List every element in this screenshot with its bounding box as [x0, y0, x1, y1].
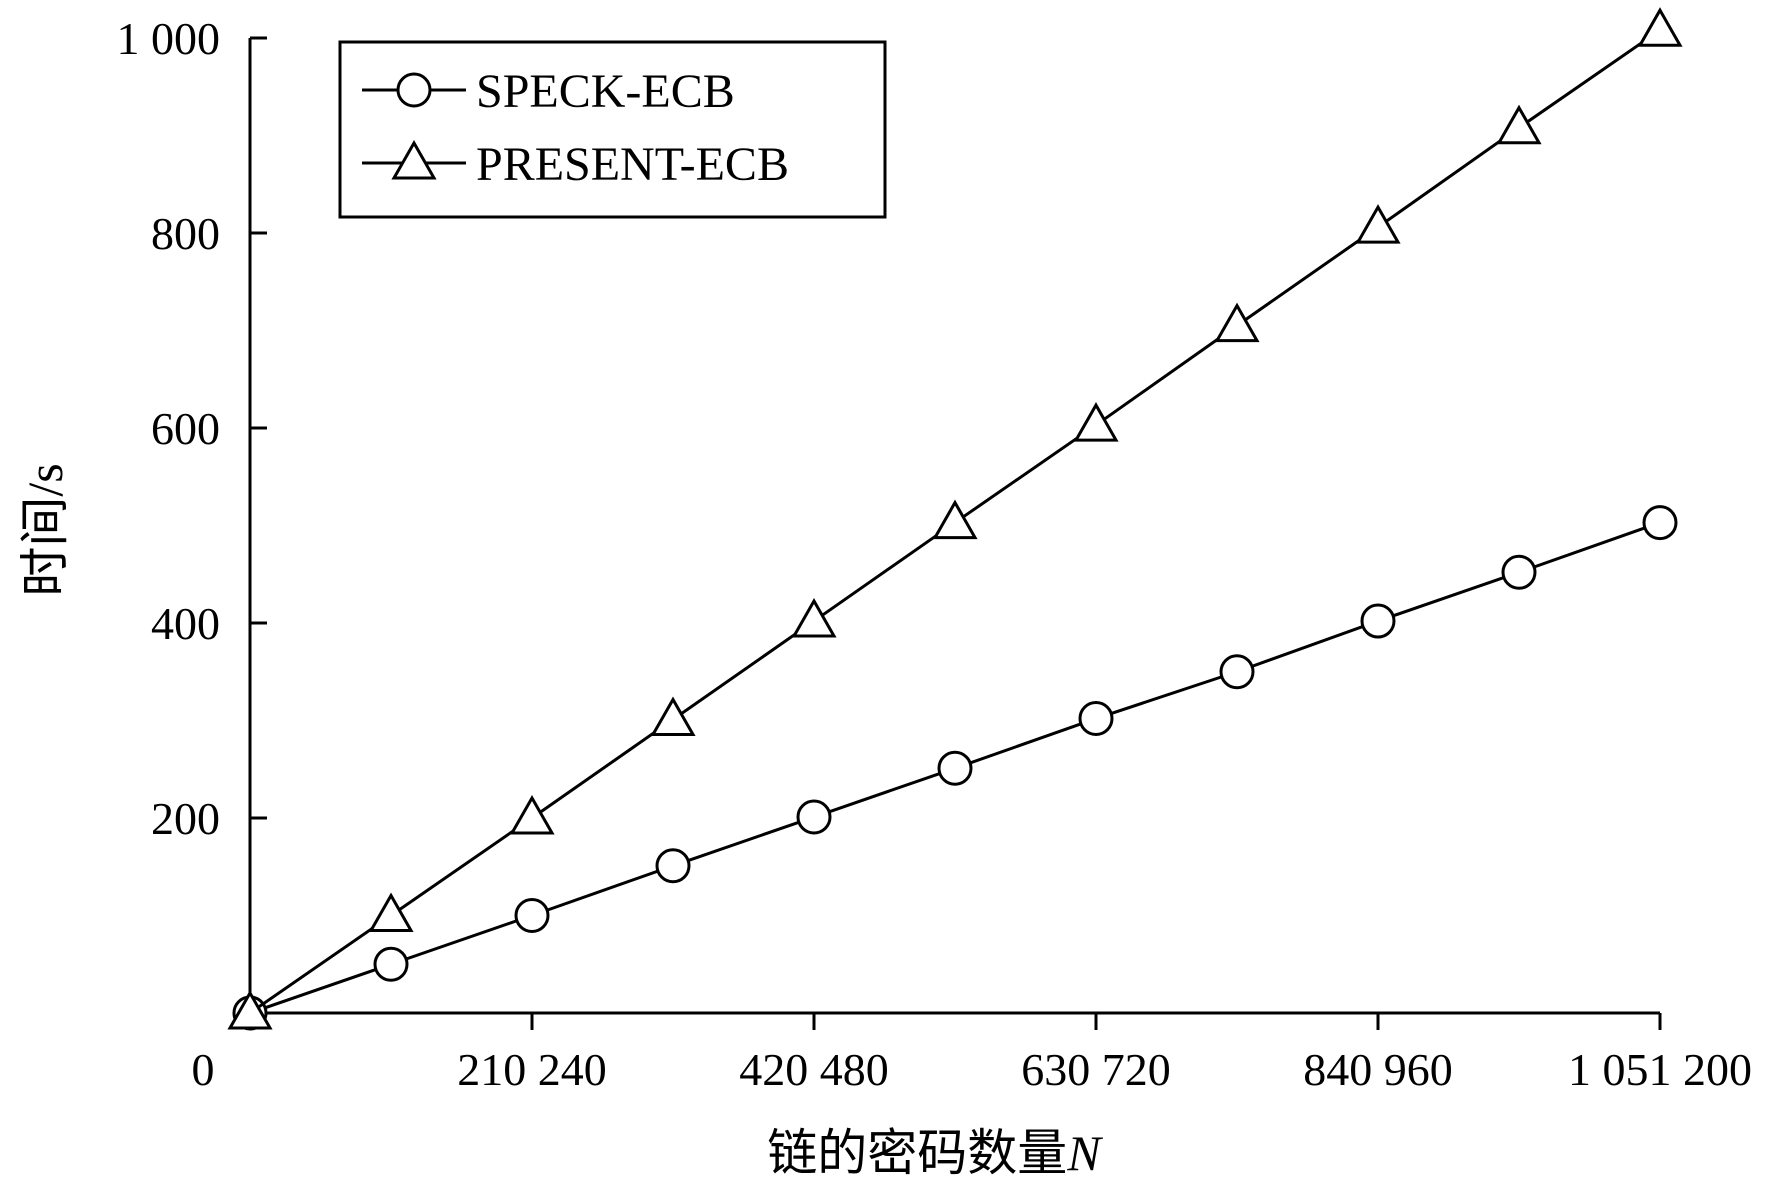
data-point-speck-ecb — [1501, 554, 1537, 590]
data-point-speck-ecb — [1078, 701, 1114, 737]
data-point-present-ecb — [509, 794, 555, 835]
legend-label: PRESENT-ECB — [476, 138, 789, 191]
y-tick-label: 600 — [151, 403, 220, 454]
series-speck-ecb — [232, 505, 1678, 1031]
data-point-present-ecb — [1073, 402, 1119, 442]
data-point-present-ecb — [227, 989, 273, 1030]
data-point-speck-ecb — [1360, 603, 1396, 639]
y-axis-title: 时间/s — [17, 463, 73, 596]
axes — [248, 38, 1660, 1015]
y-tick-label: 400 — [151, 598, 220, 649]
data-point-speck-ecb — [373, 946, 409, 982]
x-axis-title: 链的密码数量N — [767, 1125, 1103, 1181]
data-point-present-ecb — [932, 499, 978, 540]
x-axis-title-variable: N — [1066, 1125, 1103, 1181]
x-ticks: 0 210 240 420 480 630 720 840 960 1 051 200 — [192, 1013, 1752, 1095]
data-point-speck-ecb — [655, 848, 691, 884]
x-tick-label: 420 480 — [739, 1044, 889, 1095]
data-point-present-ecb — [791, 598, 837, 638]
data-point-present-ecb — [650, 696, 696, 737]
series-layer — [227, 7, 1683, 1031]
data-point-speck-ecb — [796, 799, 832, 835]
data-point-present-ecb — [368, 892, 414, 932]
y-tick-label: 800 — [151, 208, 220, 259]
legend-marker-circle — [396, 72, 432, 108]
data-point-speck-ecb — [1642, 505, 1678, 541]
y-tick-label: 1 000 — [117, 13, 221, 64]
series-present-ecb — [227, 7, 1683, 1030]
legend-item-present-ecb: PRESENT-ECB — [362, 138, 789, 191]
x-tick-label: 630 720 — [1021, 1044, 1171, 1095]
data-point-present-ecb — [1214, 302, 1260, 343]
data-point-speck-ecb — [1219, 654, 1255, 690]
y-tick-label: 200 — [151, 793, 220, 844]
data-point-speck-ecb — [514, 898, 550, 933]
data-point-present-ecb — [1637, 7, 1683, 47]
x-tick-label: 210 240 — [457, 1044, 607, 1095]
x-axis-title-text: 链的密码数量 — [767, 1125, 1067, 1181]
data-point-speck-ecb — [937, 750, 973, 786]
legend: SPECK-ECB PRESENT-ECB — [338, 40, 887, 219]
x-tick-label: 0 — [192, 1044, 215, 1095]
x-tick-label: 1 051 200 — [1568, 1044, 1752, 1095]
data-point-present-ecb — [1355, 204, 1401, 244]
legend-marker-triangle — [391, 139, 437, 180]
legend-label: SPECK-ECB — [476, 65, 735, 118]
y-ticks: 200 400 600 800 1 000 — [117, 13, 267, 844]
legend-item-speck-ecb: SPECK-ECB — [362, 65, 735, 118]
x-tick-label: 840 960 — [1303, 1044, 1453, 1095]
data-point-present-ecb — [1496, 104, 1542, 145]
legend-box — [338, 40, 887, 219]
